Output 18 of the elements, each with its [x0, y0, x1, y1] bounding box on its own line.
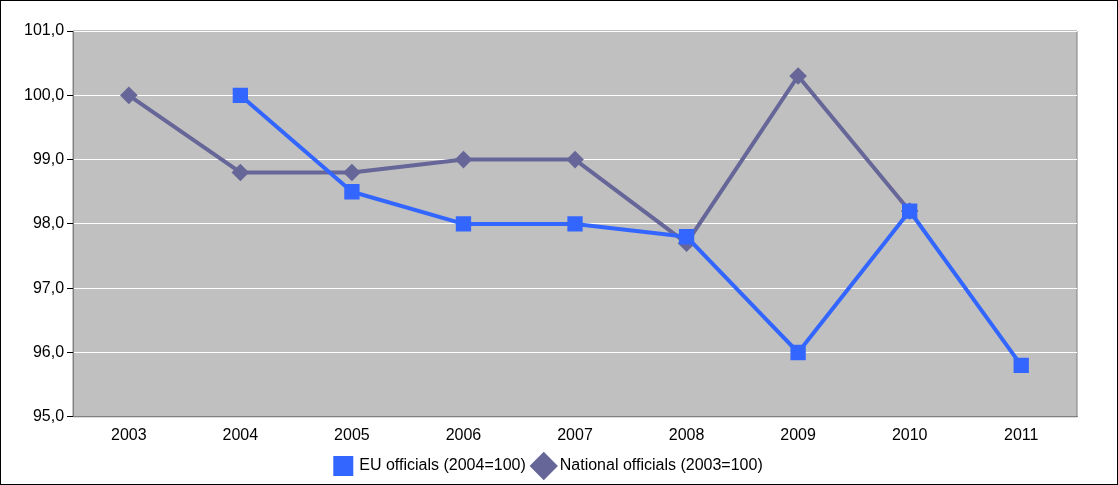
x-tick-label: 2010 — [891, 425, 928, 443]
x-tick-label: 2004 — [222, 425, 259, 443]
y-tick-label: 100,0 — [23, 85, 65, 103]
y-tick-label: 101,0 — [23, 21, 65, 39]
x-tick-label: 2008 — [668, 425, 705, 443]
y-tick-label: 97,0 — [32, 278, 65, 296]
y-tick-label: 95,0 — [32, 407, 65, 425]
y-tick-label: 99,0 — [32, 150, 65, 168]
y-tick-label: 96,0 — [32, 342, 65, 360]
y-tick-label: 98,0 — [32, 214, 65, 232]
x-tick-label: 2005 — [334, 425, 370, 443]
legend-label: EU officials (2004=100) — [359, 456, 526, 474]
x-tick-label: 2007 — [557, 425, 593, 443]
x-tick-label: 2006 — [445, 425, 482, 443]
x-tick-label: 2011 — [1004, 425, 1039, 443]
legend-label: National officials (2003=100) — [559, 456, 763, 474]
x-tick-label: 2003 — [111, 425, 147, 443]
x-tick-label: 2009 — [780, 425, 817, 443]
